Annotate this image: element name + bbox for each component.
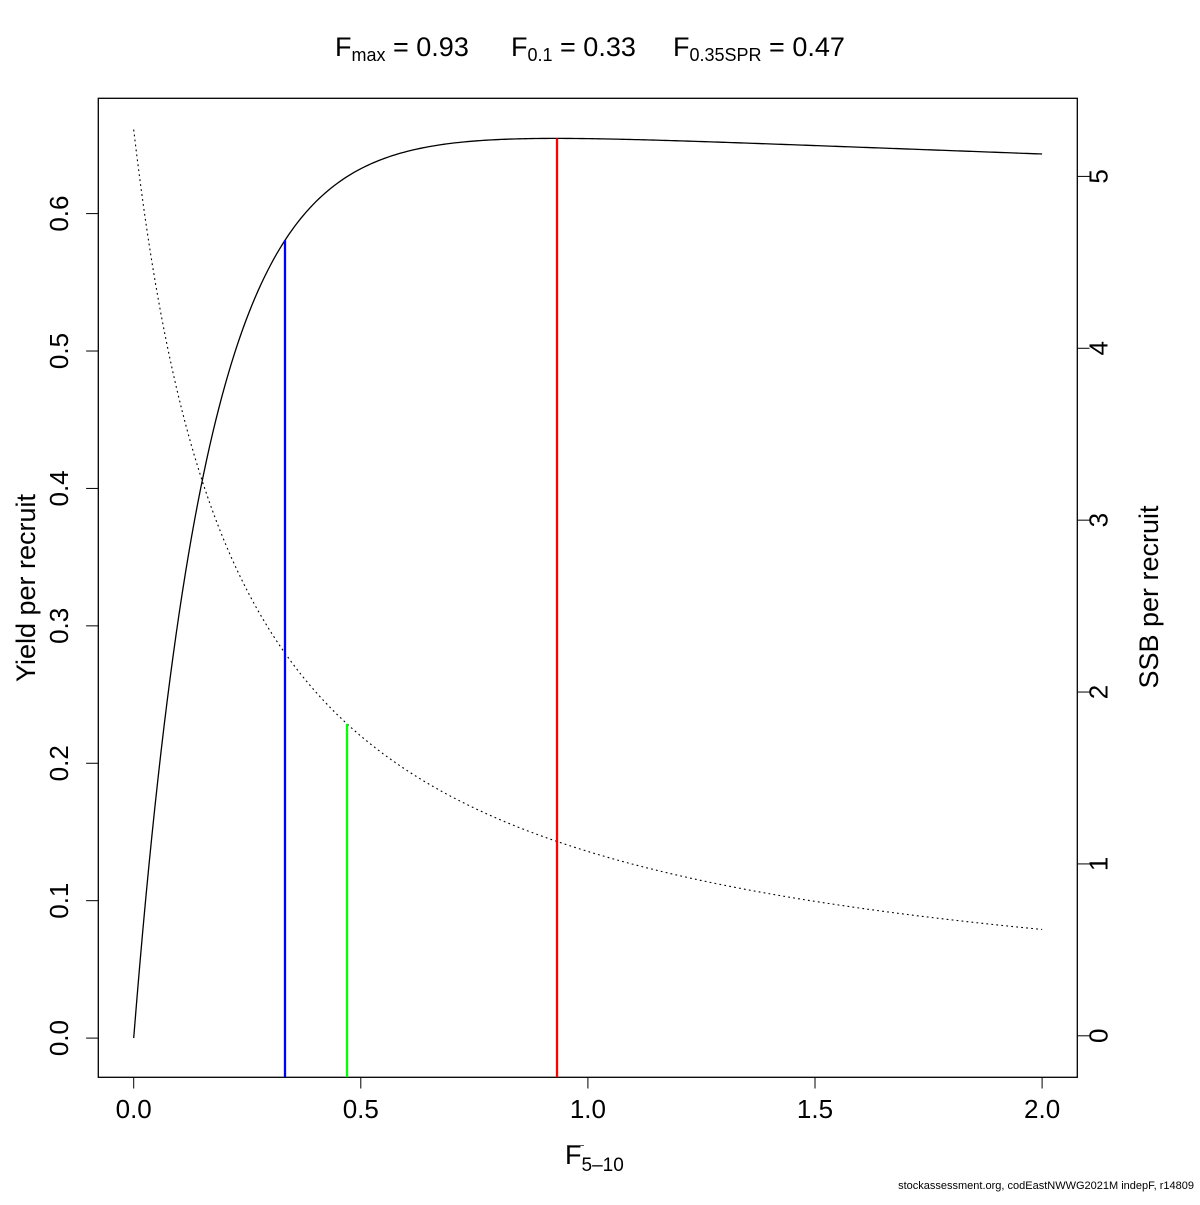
svg-text:0.0: 0.0 (116, 1094, 152, 1124)
svg-text:0.5: 0.5 (343, 1094, 379, 1124)
svg-text:0.6: 0.6 (44, 196, 74, 232)
svg-text:3: 3 (1084, 513, 1114, 527)
svg-text:0.1: 0.1 (44, 883, 74, 919)
svg-text:0: 0 (1084, 1029, 1114, 1043)
svg-text:1.0: 1.0 (570, 1094, 606, 1124)
svg-text:1: 1 (1084, 857, 1114, 871)
svg-text:SSB per recruit: SSB per recruit (1134, 505, 1164, 689)
svg-text:2.0: 2.0 (1024, 1094, 1060, 1124)
svg-text:Yield per recruit: Yield per recruit (11, 493, 41, 682)
svg-text:stockassessment.org, codEastNW: stockassessment.org, codEastNWWG2021M in… (898, 1180, 1194, 1192)
svg-text:0.5: 0.5 (44, 333, 74, 369)
svg-text:4: 4 (1084, 341, 1114, 355)
svg-text:0.3: 0.3 (44, 608, 74, 644)
svg-text:0.4: 0.4 (44, 470, 74, 506)
svg-text:0.2: 0.2 (44, 745, 74, 781)
svg-text:0.0: 0.0 (44, 1020, 74, 1056)
svg-text:1.5: 1.5 (797, 1094, 833, 1124)
svg-text:2: 2 (1084, 685, 1114, 699)
svg-text:5: 5 (1084, 169, 1114, 183)
